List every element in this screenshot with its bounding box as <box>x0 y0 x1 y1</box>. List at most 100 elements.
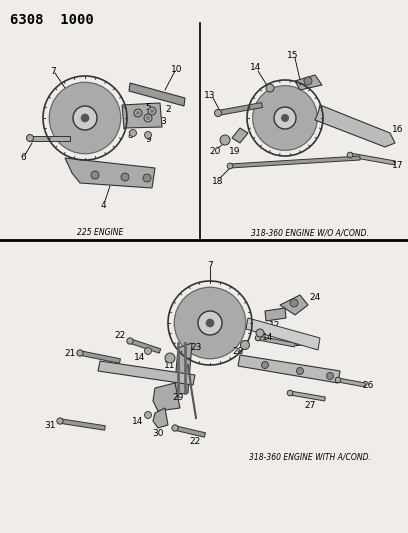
Text: 8: 8 <box>127 132 133 141</box>
Circle shape <box>304 77 312 85</box>
Polygon shape <box>80 351 120 363</box>
Text: 23: 23 <box>190 343 202 352</box>
Circle shape <box>256 329 264 337</box>
Text: 12: 12 <box>269 320 281 329</box>
Circle shape <box>174 287 246 359</box>
Text: 14: 14 <box>132 416 144 425</box>
Text: 31: 31 <box>44 421 56 430</box>
Text: 22: 22 <box>189 437 201 446</box>
Polygon shape <box>129 339 161 353</box>
Circle shape <box>297 367 304 375</box>
Text: 14: 14 <box>134 353 146 362</box>
Circle shape <box>73 106 97 130</box>
Text: 19: 19 <box>229 147 241 156</box>
Polygon shape <box>174 343 192 395</box>
Polygon shape <box>230 156 360 168</box>
Text: 27: 27 <box>304 400 316 409</box>
Circle shape <box>274 107 296 129</box>
Text: 4: 4 <box>100 200 106 209</box>
Polygon shape <box>295 75 322 90</box>
Circle shape <box>144 114 152 122</box>
Circle shape <box>143 174 151 182</box>
Circle shape <box>127 338 133 344</box>
Circle shape <box>144 411 151 418</box>
Text: 5: 5 <box>145 103 151 112</box>
Polygon shape <box>60 419 105 430</box>
Text: 14: 14 <box>251 63 262 72</box>
Text: 9: 9 <box>145 134 151 143</box>
Circle shape <box>335 377 341 383</box>
Polygon shape <box>315 105 395 147</box>
Polygon shape <box>153 383 180 411</box>
Circle shape <box>240 341 250 350</box>
Circle shape <box>282 115 288 122</box>
Text: 10: 10 <box>171 64 183 74</box>
Circle shape <box>172 425 178 431</box>
Polygon shape <box>290 391 325 401</box>
Text: 13: 13 <box>204 91 216 100</box>
Circle shape <box>215 109 222 117</box>
Polygon shape <box>246 318 320 350</box>
Text: 318-360 ENGINE W/O A/COND.: 318-360 ENGINE W/O A/COND. <box>251 228 369 237</box>
Polygon shape <box>232 128 248 143</box>
Circle shape <box>144 132 151 139</box>
Polygon shape <box>238 355 340 383</box>
Circle shape <box>220 135 230 145</box>
Text: 30: 30 <box>152 429 164 438</box>
Circle shape <box>165 353 175 363</box>
Text: 25: 25 <box>294 338 306 348</box>
Polygon shape <box>153 408 168 428</box>
Text: 14: 14 <box>262 333 274 342</box>
Text: 24: 24 <box>309 294 321 303</box>
Text: 318-360 ENGINE WITH A/COND.: 318-360 ENGINE WITH A/COND. <box>249 452 371 461</box>
Polygon shape <box>217 102 262 116</box>
Text: 3: 3 <box>160 117 166 125</box>
Text: 18: 18 <box>212 176 224 185</box>
Text: 28: 28 <box>232 346 244 356</box>
Polygon shape <box>338 378 366 387</box>
Circle shape <box>255 335 261 341</box>
Circle shape <box>290 299 298 307</box>
Polygon shape <box>257 336 295 347</box>
Text: 26: 26 <box>362 381 374 390</box>
Circle shape <box>287 390 293 396</box>
Polygon shape <box>280 295 308 315</box>
Circle shape <box>57 418 63 424</box>
Circle shape <box>77 350 83 356</box>
Circle shape <box>262 361 268 368</box>
Polygon shape <box>265 308 286 321</box>
Circle shape <box>206 319 214 327</box>
Polygon shape <box>122 103 162 128</box>
Circle shape <box>27 134 33 141</box>
Circle shape <box>148 107 156 115</box>
Circle shape <box>82 115 89 122</box>
Circle shape <box>326 373 333 379</box>
Circle shape <box>266 84 274 92</box>
Text: 7: 7 <box>50 67 56 76</box>
Circle shape <box>134 109 142 117</box>
Polygon shape <box>30 135 70 141</box>
Text: 6: 6 <box>20 154 26 163</box>
Text: 29: 29 <box>172 393 184 402</box>
Polygon shape <box>129 83 185 106</box>
Circle shape <box>129 130 137 136</box>
Text: 2: 2 <box>165 106 171 115</box>
Polygon shape <box>175 426 206 437</box>
Text: 22: 22 <box>114 330 126 340</box>
Circle shape <box>49 82 121 154</box>
Circle shape <box>144 348 151 354</box>
Text: 15: 15 <box>287 51 299 60</box>
Circle shape <box>121 173 129 181</box>
Circle shape <box>150 109 154 113</box>
Text: 6308  1000: 6308 1000 <box>10 13 94 27</box>
Circle shape <box>198 311 222 335</box>
Polygon shape <box>65 158 155 188</box>
Text: 21: 21 <box>64 349 76 358</box>
Circle shape <box>347 152 353 158</box>
Circle shape <box>91 171 99 179</box>
Circle shape <box>253 86 317 150</box>
Circle shape <box>227 163 233 169</box>
Text: 17: 17 <box>392 161 404 171</box>
Polygon shape <box>350 153 395 165</box>
Circle shape <box>146 116 150 120</box>
